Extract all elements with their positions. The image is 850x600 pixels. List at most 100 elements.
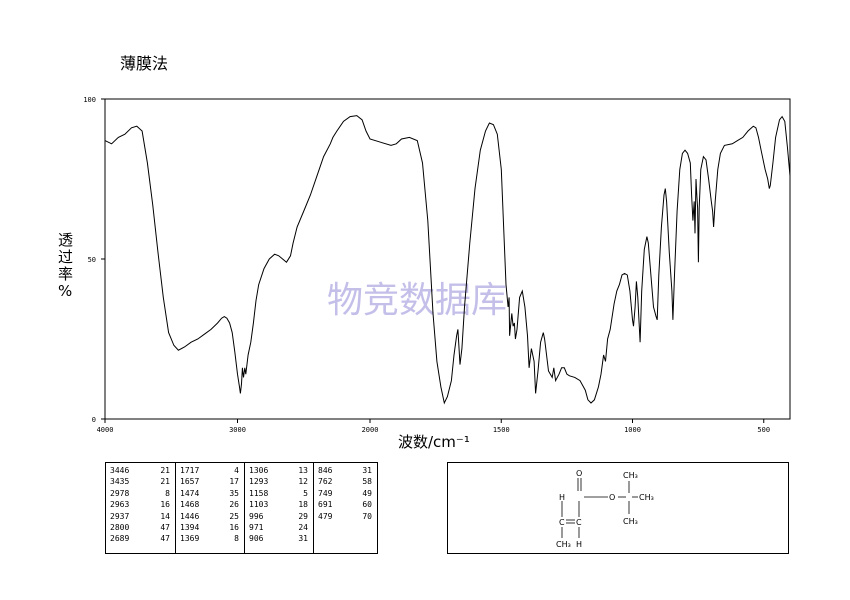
peak-row: 1446 25 xyxy=(176,511,244,522)
x-tick-label: 1500 xyxy=(493,426,510,434)
peak-transmittance: 18 xyxy=(298,500,308,510)
peak-wavenumber: 1657 xyxy=(180,477,200,487)
peak-row: 846 31 xyxy=(314,465,377,476)
y-tick-label: 0 xyxy=(92,416,96,424)
peak-row: 2963 16 xyxy=(106,499,175,510)
peak-row: 1468 26 xyxy=(176,499,244,510)
label-ch3-top: CH₃ xyxy=(623,471,638,480)
structure-diagram: O O CH₃ CH₃ CH₃ H C C CH₃ H xyxy=(447,462,789,554)
peak-transmittance: 8 xyxy=(234,534,239,544)
peak-wavenumber: 2800 xyxy=(110,523,130,533)
x-tick-label: 500 xyxy=(757,426,770,434)
peak-wavenumber: 1468 xyxy=(180,500,200,510)
peak-wavenumber: 971 xyxy=(249,523,264,533)
y-tick-label: 100 xyxy=(83,96,96,104)
peak-wavenumber: 479 xyxy=(318,511,333,521)
peak-row: 1369 8 xyxy=(176,533,244,544)
peak-transmittance: 70 xyxy=(362,511,372,521)
peak-transmittance: 24 xyxy=(298,523,308,533)
peak-wavenumber: 3446 xyxy=(110,466,130,475)
peak-row: 1657 17 xyxy=(176,476,244,487)
y-axis-title-glyph: 过 xyxy=(58,248,73,266)
x-tick-label: 4000 xyxy=(97,426,114,434)
peak-wavenumber: 691 xyxy=(318,500,333,510)
peak-wavenumber: 1474 xyxy=(180,488,200,498)
y-axis-title: 透过率% xyxy=(58,231,73,300)
label-h-bottom: H xyxy=(576,540,582,549)
peak-row: 2800 47 xyxy=(106,522,175,533)
peak-wavenumber: 1103 xyxy=(249,500,269,510)
peak-wavenumber: 1369 xyxy=(180,534,200,544)
peak-wavenumber: 1394 xyxy=(180,523,200,533)
peak-row: 3435 21 xyxy=(106,476,175,487)
peak-transmittance: 47 xyxy=(160,523,170,533)
peak-row: 906 31 xyxy=(245,533,313,544)
peak-wavenumber: 2937 xyxy=(110,511,130,521)
structure-svg: O O CH₃ CH₃ CH₃ H C C CH₃ H xyxy=(556,469,654,549)
peak-row: 1158 5 xyxy=(245,488,313,499)
peak-wavenumber: 3435 xyxy=(110,477,130,487)
label-ester-o: O xyxy=(609,493,615,502)
peak-transmittance: 47 xyxy=(160,534,170,544)
peak-row: 1306 13 xyxy=(245,465,313,476)
peak-transmittance: 8 xyxy=(165,488,170,498)
peak-row: 762 58 xyxy=(314,476,377,487)
peak-row: 1394 16 xyxy=(176,522,244,533)
y-axis-title-glyph: 率 xyxy=(58,265,73,283)
peak-row: 971 24 xyxy=(245,522,313,533)
peak-wavenumber: 762 xyxy=(318,477,333,487)
peak-row: 479 70 xyxy=(314,511,377,522)
y-axis-title-text: 透过率% xyxy=(58,231,73,300)
x-tick-label: 2000 xyxy=(362,426,379,434)
peak-wavenumber: 749 xyxy=(318,488,333,498)
label-ch3-bottom-left: CH₃ xyxy=(556,540,571,549)
peak-row: 1103 18 xyxy=(245,499,313,510)
spectrum-line xyxy=(104,115,791,405)
peak-wavenumber: 2963 xyxy=(110,500,130,510)
peak-wavenumber: 846 xyxy=(318,466,333,475)
peak-transmittance: 16 xyxy=(229,523,239,533)
peak-transmittance: 58 xyxy=(362,477,372,487)
peak-row: 1717 4 xyxy=(176,465,244,476)
plot-frame xyxy=(104,98,791,420)
peak-table: 3446 21 3435 21 2978 8 2963 16 2937 14 2800 47 2689 4… xyxy=(105,462,378,554)
x-axis-title: 波数/cm⁻¹ xyxy=(398,433,470,451)
peak-transmittance: 5 xyxy=(303,488,308,498)
peak-column: 1306 13 1293 12 1158 5 1103 18 996 29 971 24 906 31 xyxy=(245,463,314,553)
watermark: 物竞数据库 xyxy=(327,280,507,321)
peak-row: 2689 47 xyxy=(106,533,175,544)
label-ch3-right: CH₃ xyxy=(639,493,654,502)
peak-row: 749 49 xyxy=(314,488,377,499)
peak-wavenumber: 1293 xyxy=(249,477,269,487)
peak-column: 3446 21 3435 21 2978 8 2963 16 2937 14 2800 47 2689 4… xyxy=(106,463,176,553)
peak-wavenumber: 2978 xyxy=(110,488,130,498)
peak-row: 1474 35 xyxy=(176,488,244,499)
peak-transmittance: 49 xyxy=(362,488,372,498)
peak-transmittance: 26 xyxy=(229,500,239,510)
peak-transmittance: 29 xyxy=(298,511,308,521)
page-title: 薄膜法 xyxy=(120,54,169,73)
peak-row: 691 60 xyxy=(314,499,377,510)
peak-transmittance: 25 xyxy=(229,511,239,521)
peak-row: 2978 8 xyxy=(106,488,175,499)
label-c-right: C xyxy=(576,518,582,527)
peak-transmittance: 60 xyxy=(362,500,372,510)
peak-transmittance: 16 xyxy=(160,500,170,510)
peak-transmittance: 21 xyxy=(160,477,170,487)
peak-wavenumber: 1306 xyxy=(249,466,269,475)
x-axis-ticks: 4000 3000 2000 1500 1000 500 xyxy=(97,419,770,434)
peak-column: 846 31 762 58 749 49 691 60 479 70 xyxy=(314,463,377,553)
peak-row: 1293 12 xyxy=(245,476,313,487)
peak-transmittance: 4 xyxy=(234,466,239,475)
label-carbonyl-o: O xyxy=(576,469,582,478)
peak-transmittance: 21 xyxy=(160,466,170,475)
peak-wavenumber: 1158 xyxy=(249,488,269,498)
peak-transmittance: 35 xyxy=(229,488,239,498)
y-axis-title-glyph: % xyxy=(58,282,72,300)
peak-wavenumber: 996 xyxy=(249,511,264,521)
x-tick-label: 3000 xyxy=(229,426,246,434)
y-axis-ticks: 0 50 100 xyxy=(83,96,105,424)
peak-transmittance: 31 xyxy=(298,534,308,544)
y-tick-label: 50 xyxy=(88,256,96,264)
peak-transmittance: 12 xyxy=(298,477,308,487)
